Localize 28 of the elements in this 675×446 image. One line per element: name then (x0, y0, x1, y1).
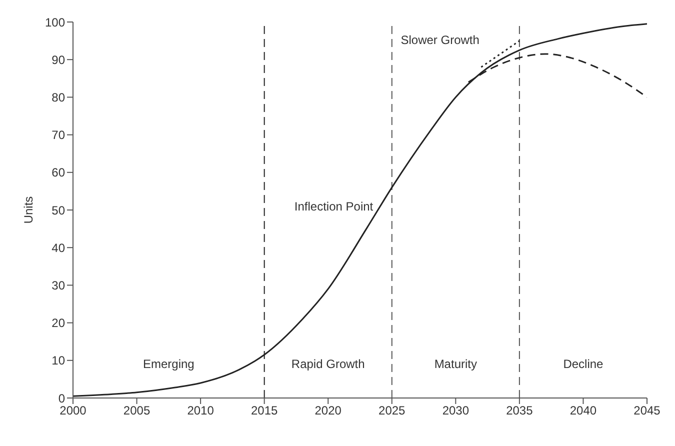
y-tick-label: 30 (52, 278, 66, 292)
y-axis-title: Units (21, 196, 36, 224)
annotation: Rapid Growth (291, 357, 365, 371)
annotation: Slower Growth (400, 33, 480, 47)
y-tick-label: 60 (52, 166, 66, 180)
x-tick-label: 2010 (187, 404, 214, 418)
y-tick-label: 20 (52, 316, 66, 330)
y-tick-label: 70 (52, 128, 66, 142)
x-tick-label: 2040 (570, 404, 597, 418)
x-tick-label: 2000 (60, 404, 87, 418)
x-tick-label: 2030 (442, 404, 470, 418)
annotation: Emerging (142, 357, 194, 371)
x-tick-label: 2005 (123, 404, 150, 418)
y-tick-label: 80 (52, 90, 66, 104)
y-tick-label: 0 (58, 391, 66, 406)
annotation: Decline (563, 357, 604, 371)
y-tick-label: 10 (52, 354, 66, 368)
x-tick-label: 2025 (378, 404, 406, 418)
annotation: Maturity (434, 357, 478, 371)
y-tick-label: 50 (52, 203, 66, 218)
x-tick-label: 2020 (314, 404, 342, 418)
x-tick-label: 2015 (250, 404, 278, 418)
x-tick-label: 2045 (634, 404, 661, 418)
y-tick-label: 40 (52, 240, 66, 255)
y-tick-label: 100 (44, 15, 66, 30)
y-tick-label: 90 (52, 52, 66, 67)
annotation: Inflection Point (294, 200, 374, 214)
x-tick-label: 2035 (506, 404, 534, 418)
